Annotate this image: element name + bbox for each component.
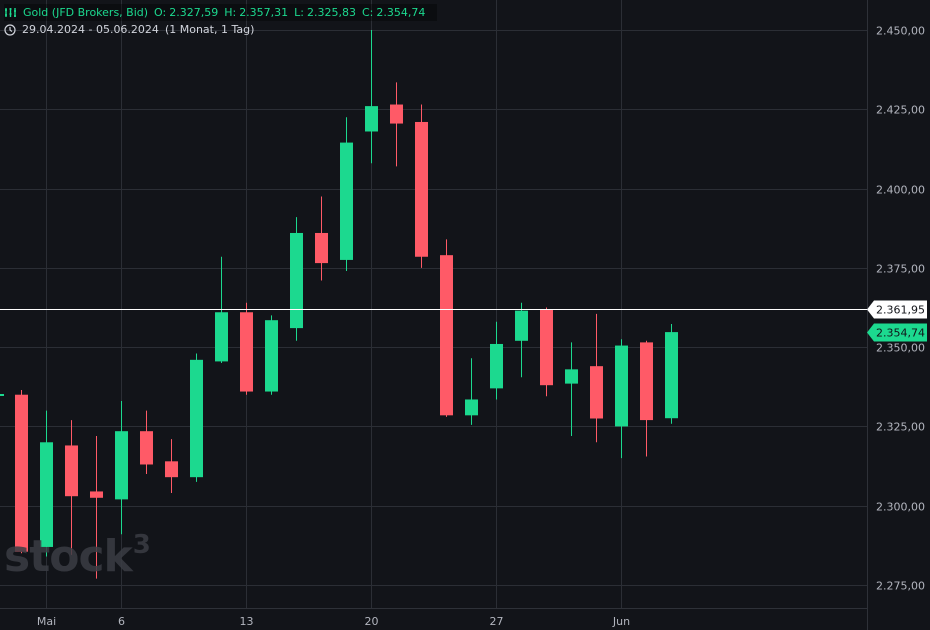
chart-type-icon[interactable]	[4, 7, 17, 18]
candle-body	[340, 142, 353, 260]
y-tick-label: 2.375,00	[876, 263, 925, 276]
date-range: 29.04.2024 - 05.06.2024	[22, 23, 159, 36]
reference-price-tag	[867, 300, 927, 319]
candle-body	[415, 121, 428, 257]
low-value: 2.325,83	[307, 6, 356, 19]
candle-body	[365, 106, 378, 132]
x-tick-label: 13	[240, 615, 254, 628]
y-tick-label: 2.350,00	[876, 342, 925, 355]
candle-body	[65, 445, 78, 497]
chart-grid	[0, 0, 867, 608]
candle-body	[290, 232, 303, 329]
candle-body	[240, 312, 253, 392]
candle-body	[565, 369, 578, 384]
close-value: 2.354,74	[376, 6, 426, 19]
candle-body	[465, 399, 478, 416]
candle-body	[490, 343, 503, 389]
candle-body	[15, 394, 28, 552]
high-label: H:	[224, 6, 237, 19]
y-tick-label: 2.450,00	[876, 25, 925, 38]
x-tick-label: Jun	[612, 615, 630, 628]
symbol-title[interactable]: Gold (JFD Brokers, Bid)	[23, 6, 149, 19]
candle-body	[90, 491, 103, 498]
candle-body	[190, 359, 203, 478]
legend-ohlc: Gold (JFD Brokers, Bid) O: 2.327,59 H: 2.3…	[4, 4, 438, 21]
x-tick-label: 20	[365, 615, 379, 628]
last-price-tag	[867, 323, 927, 342]
candle-body	[665, 332, 678, 419]
close-label: C:	[362, 6, 374, 19]
candle-body	[265, 320, 278, 392]
clock-icon	[4, 23, 16, 36]
candle-body	[615, 345, 628, 427]
y-tick-label: 2.400,00	[876, 184, 925, 197]
high-value: 2.357,31	[239, 6, 289, 19]
x-tick-label: 27	[490, 615, 504, 628]
candle-body	[40, 442, 53, 547]
candle-body	[315, 232, 328, 264]
candle-body	[390, 104, 403, 124]
candles	[0, 30, 678, 579]
open-value: 2.327,59	[169, 6, 219, 19]
candle-body	[115, 431, 128, 500]
period-label: (1 Monat, 1 Tag)	[164, 23, 255, 36]
legend-period: 29.04.2024 - 05.06.2024 (1 Monat, 1 Tag)	[4, 21, 260, 38]
stock3-watermark-logo: stock3	[4, 530, 151, 582]
time-axis: Mai 6 13 20 27 Jun	[37, 615, 630, 628]
y-tick-label: 2.275,00	[876, 580, 925, 593]
candle-body	[640, 342, 653, 421]
candle-body	[140, 431, 153, 465]
y-tick-label: 2.325,00	[876, 421, 925, 434]
candle-body	[165, 461, 178, 478]
open-label: O:	[154, 6, 167, 19]
candle-body	[440, 255, 453, 416]
candle-body	[515, 310, 528, 341]
last-price-label: 2.354,74	[876, 327, 925, 340]
reference-price-label: 2.361,95	[876, 304, 925, 317]
x-tick-label: 6	[118, 615, 125, 628]
x-tick-label: Mai	[37, 615, 56, 628]
y-tick-label: 2.300,00	[876, 501, 925, 514]
candle-body	[215, 312, 228, 362]
y-tick-label: 2.425,00	[876, 104, 925, 117]
candle-body	[590, 366, 603, 419]
price-lines: 2.361,95 2.354,74	[0, 300, 927, 342]
candle-body	[540, 309, 553, 386]
low-label: L:	[294, 6, 305, 19]
prev-close-marker	[0, 394, 4, 396]
